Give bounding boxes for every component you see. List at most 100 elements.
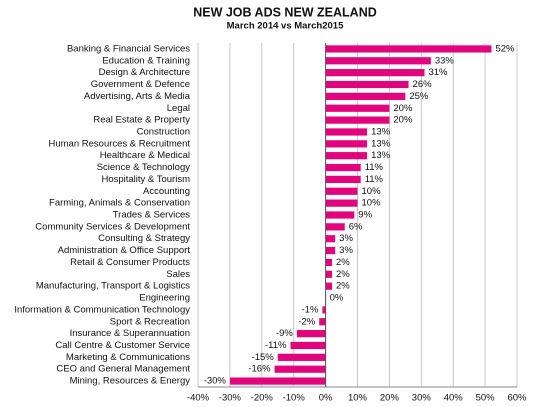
value-label: -11% xyxy=(265,340,287,351)
category-label: Mining, Resources & Energy xyxy=(70,376,191,387)
category-label: Community Services & Development xyxy=(35,221,190,232)
value-label: 20% xyxy=(393,103,413,114)
value-label: 11% xyxy=(365,162,384,173)
chart-title: NEW JOB ADS NEW ZEALAND xyxy=(193,5,377,19)
bar xyxy=(325,80,409,89)
category-label: Banking & Financial Services xyxy=(67,43,190,54)
bar xyxy=(325,258,332,267)
value-label: 0% xyxy=(330,293,344,304)
x-tick-label: 30% xyxy=(412,393,432,404)
value-label: -15% xyxy=(252,352,275,363)
value-label: 2% xyxy=(336,281,350,292)
category-label: Healthcare & Medical xyxy=(100,150,190,161)
category-label: Trades & Services xyxy=(113,210,191,221)
bar xyxy=(325,246,336,255)
value-label: -30% xyxy=(204,376,227,387)
value-label: 13% xyxy=(371,126,391,137)
bar xyxy=(325,57,431,65)
category-label: Design & Architecture xyxy=(99,67,190,78)
value-label: 6% xyxy=(349,221,363,232)
category-label: Consulting & Strategy xyxy=(98,233,190,244)
value-label: 3% xyxy=(339,245,353,256)
x-tick-label: -20% xyxy=(251,393,274,404)
category-label: Advertising, Arts & Media xyxy=(84,91,191,102)
bar xyxy=(296,330,326,338)
bar xyxy=(325,282,332,290)
bar xyxy=(325,235,336,243)
value-label: 3% xyxy=(339,233,353,244)
x-tick-label: 50% xyxy=(476,393,496,404)
category-label: Marketing & Communications xyxy=(66,352,190,363)
value-label: 26% xyxy=(413,79,433,90)
category-label: Legal xyxy=(167,103,190,114)
bar xyxy=(322,306,326,314)
category-label: Insurance & Superannuation xyxy=(70,328,190,339)
x-tick-label: -40% xyxy=(187,393,210,404)
bar xyxy=(325,128,368,136)
value-label: 13% xyxy=(371,138,391,149)
x-tick-label: -30% xyxy=(219,393,242,404)
value-label: 10% xyxy=(362,186,382,197)
value-label: -16% xyxy=(248,364,271,375)
category-label: Farming, Animals & Conservation xyxy=(49,198,190,209)
category-label: Construction xyxy=(137,126,190,137)
x-tick-label: -10% xyxy=(283,393,306,404)
bar xyxy=(325,69,425,77)
x-tick-label: 60% xyxy=(507,393,527,404)
x-tick-label: 40% xyxy=(444,393,464,404)
bar xyxy=(325,223,345,231)
value-label: -9% xyxy=(276,328,293,339)
category-label: Manufacturing, Transport & Logistics xyxy=(36,281,190,292)
category-label: CEO and General Management xyxy=(56,364,190,375)
bar xyxy=(325,211,355,219)
bar xyxy=(325,92,406,100)
category-label: Information & Communication Technology xyxy=(14,304,190,315)
x-tick-label: 20% xyxy=(380,393,400,404)
x-tick-label: 10% xyxy=(348,393,368,404)
bar xyxy=(325,116,390,124)
bar xyxy=(325,270,332,278)
category-label: Sales xyxy=(166,269,190,280)
bar xyxy=(274,365,326,373)
category-label: Education & Training xyxy=(102,55,190,66)
value-label: 33% xyxy=(435,55,455,66)
value-label: 10% xyxy=(362,198,382,209)
value-label: -1% xyxy=(302,304,319,315)
value-label: 20% xyxy=(393,115,413,126)
category-label: Call Centre & Customer Service xyxy=(55,340,190,351)
category-label: Real Estate & Property xyxy=(93,115,190,126)
category-label: Accounting xyxy=(143,186,190,197)
bar xyxy=(290,341,326,350)
category-label: Sport & Recreation xyxy=(110,316,190,327)
category-label: Hospitality & Tourism xyxy=(101,174,190,185)
value-label: 2% xyxy=(336,257,350,268)
x-tick-label: 0% xyxy=(319,393,333,404)
category-label: Engineering xyxy=(139,293,190,304)
chart-subtitle: March 2014 vs March2015 xyxy=(227,21,344,32)
value-label: 52% xyxy=(495,43,515,54)
value-label: 11% xyxy=(365,174,384,185)
bar xyxy=(325,45,492,53)
bar xyxy=(325,199,358,207)
bar xyxy=(325,187,358,195)
value-label: 9% xyxy=(358,210,372,221)
value-label: 31% xyxy=(428,67,448,78)
bar xyxy=(319,318,326,326)
bar xyxy=(277,353,326,361)
bar xyxy=(325,152,368,160)
value-label: 2% xyxy=(336,269,350,280)
category-label: Retail & Consumer Products xyxy=(70,257,190,268)
bar xyxy=(325,140,368,148)
category-label: Administration & Office Support xyxy=(58,245,191,256)
category-label: Human Resources & Recruitment xyxy=(49,138,191,149)
bar xyxy=(325,104,390,112)
category-label: Government & Defence xyxy=(91,79,190,90)
category-label: Science & Technology xyxy=(97,162,191,173)
value-label: 13% xyxy=(371,150,391,161)
bar xyxy=(229,377,326,385)
bar xyxy=(325,163,361,172)
value-label: 25% xyxy=(409,91,429,102)
bar xyxy=(325,175,361,184)
value-label: -2% xyxy=(298,316,315,327)
